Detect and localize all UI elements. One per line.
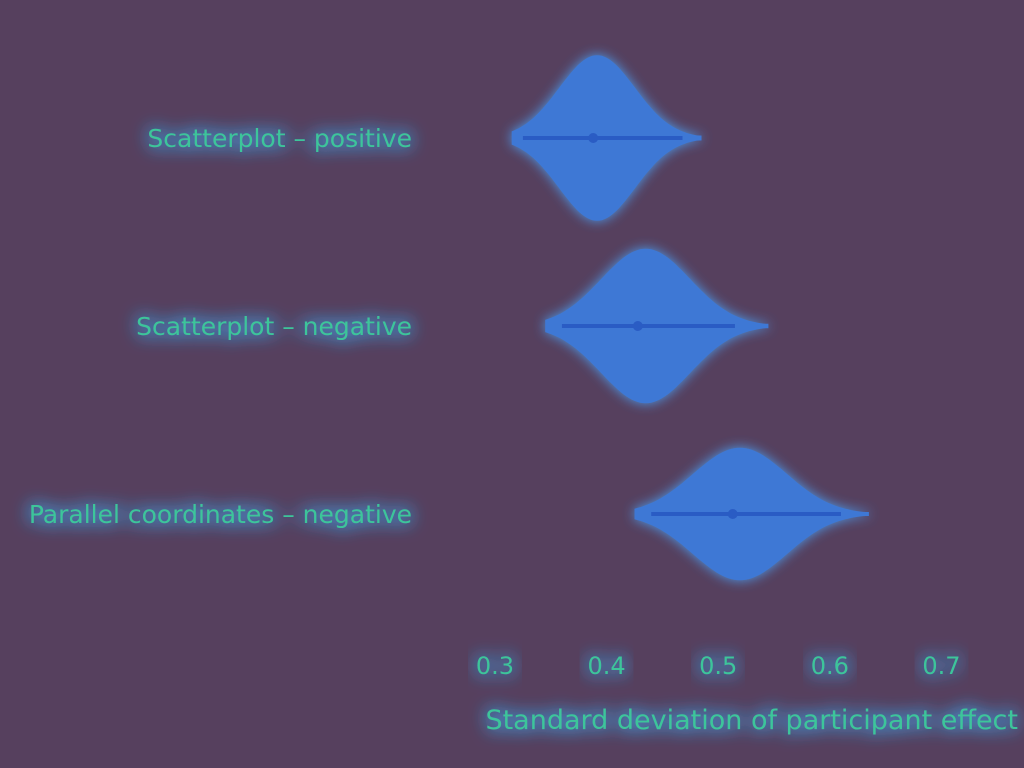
- violins-group: [442, 55, 983, 581]
- x-tick-label: 0.7: [922, 652, 960, 680]
- x-axis-title: Standard deviation of participant effect: [485, 705, 1018, 736]
- x-tick-label: 0.5: [699, 652, 737, 680]
- median-point: [588, 133, 599, 143]
- median-point: [632, 321, 643, 331]
- category-labels-group: Scatterplot – positive Scatterplot – nega…: [29, 124, 442, 529]
- median-point: [727, 509, 738, 519]
- category-label: Scatterplot – negative: [136, 312, 412, 341]
- x-tick-label: 0.3: [476, 652, 514, 680]
- category-label: Scatterplot – positive: [147, 124, 412, 153]
- x-ticks-group: 0.3 0.4 0.5 0.6 0.7: [476, 627, 960, 680]
- x-tick-label: 0.6: [811, 652, 849, 680]
- x-tick-label: 0.4: [588, 652, 626, 680]
- category-label: Parallel coordinates – negative: [29, 500, 412, 529]
